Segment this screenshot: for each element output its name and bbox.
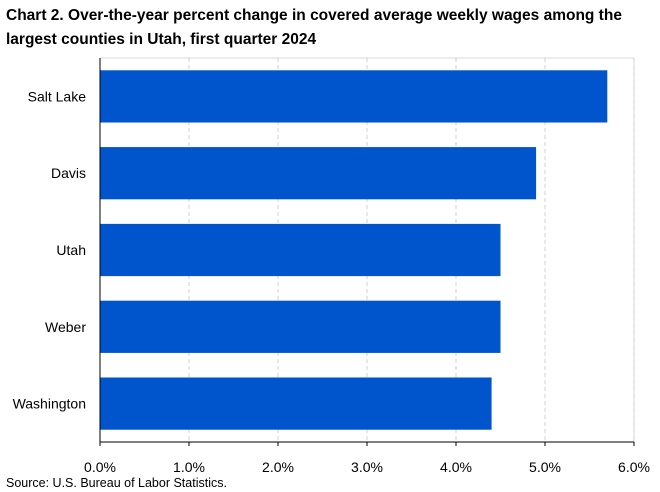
chart-title: Chart 2. Over-the-year percent change in…: [6, 4, 656, 52]
category-label: Salt Lake: [28, 88, 87, 104]
category-label: Utah: [56, 242, 86, 258]
chart-title-line-1: Chart 2. Over-the-year percent change in…: [6, 7, 622, 24]
category-label: Davis: [51, 165, 86, 181]
x-tick-label: 5.0%: [529, 459, 561, 475]
bar-weber: [100, 300, 501, 353]
source-note: Source: U.S. Bureau of Labor Statistics.: [6, 476, 227, 490]
bar-utah: [100, 223, 501, 277]
x-tick-label: 6.0%: [618, 459, 650, 475]
bar-washington: [100, 377, 492, 430]
category-label: Weber: [45, 319, 86, 335]
chart-title-line-2: largest counties in Utah, first quarter …: [6, 31, 317, 48]
x-tick-label: 3.0%: [351, 459, 383, 475]
x-tick-label: 1.0%: [173, 459, 205, 475]
x-tick-label: 2.0%: [262, 459, 294, 475]
category-label: Washington: [13, 396, 86, 412]
x-tick-label: 4.0%: [440, 459, 472, 475]
x-tick-label: 0.0%: [84, 459, 116, 475]
bar-davis: [100, 147, 537, 200]
bar-salt-lake: [100, 70, 608, 123]
